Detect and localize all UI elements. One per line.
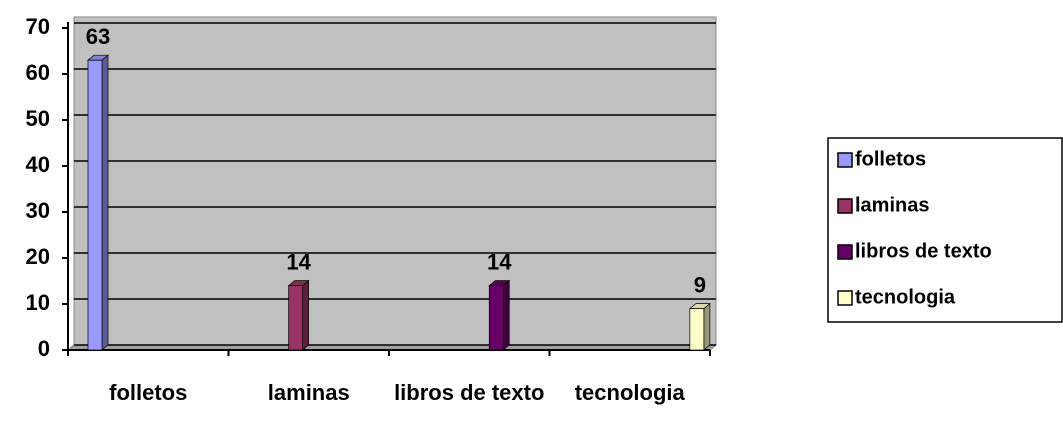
data-label: 9: [694, 272, 706, 297]
legend-label: folletos: [855, 148, 926, 170]
y-tick-label: 40: [26, 152, 50, 177]
x-tick-label: folletos: [109, 380, 188, 405]
bar-side: [302, 279, 309, 351]
bar-side: [703, 302, 711, 351]
x-tick-label: tecnologia: [574, 380, 685, 405]
legend-swatch: [837, 290, 853, 306]
y-tick-label: 20: [26, 244, 50, 269]
legend-swatch: [837, 244, 853, 260]
y-tick-label: 10: [26, 290, 50, 315]
y-tick-label: 60: [26, 60, 50, 85]
plot-wall: [66, 16, 717, 351]
x-tick-label: libros de texto: [394, 380, 545, 405]
y-tick-label: 70: [26, 14, 50, 39]
data-label: 14: [286, 249, 311, 274]
data-label: 63: [86, 24, 110, 49]
bar: [689, 308, 705, 351]
legend-label: tecnologia: [855, 286, 956, 308]
bar: [488, 285, 504, 351]
y-tick-label: 0: [38, 336, 50, 361]
bar-side: [502, 279, 510, 351]
x-tick-label: laminas: [267, 380, 350, 405]
bar: [288, 285, 303, 351]
data-label: 14: [487, 249, 512, 274]
legend-swatch: [837, 198, 853, 214]
y-tick-label: 50: [26, 106, 50, 131]
legend-label: laminas: [855, 194, 929, 216]
bar-side: [101, 54, 109, 351]
legend-label: libros de texto: [855, 240, 992, 262]
y-tick-label: 30: [26, 198, 50, 223]
legend-box: [827, 137, 1063, 323]
bar: [87, 59, 103, 351]
legend-swatch: [837, 152, 853, 168]
